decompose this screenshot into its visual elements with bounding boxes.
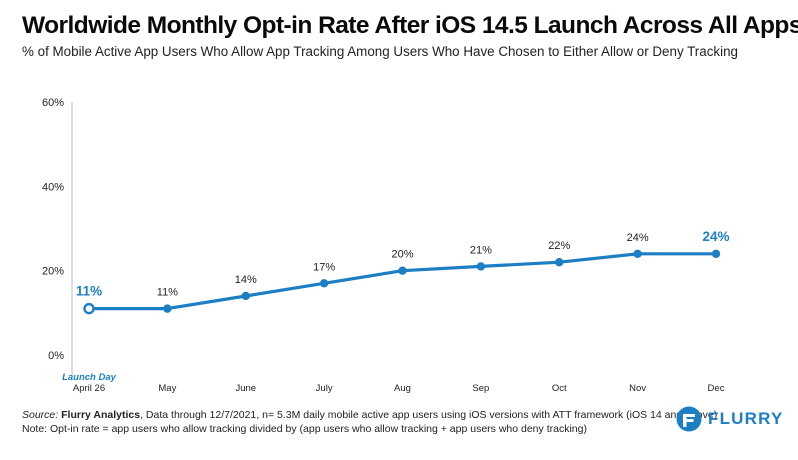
source-line: Source: Flurry Analytics, Data through 1… [22,409,717,423]
flurry-logo-icon [676,406,702,432]
data-label: 24% [627,232,649,244]
chart-footer: Source: Flurry Analytics, Data through 1… [22,409,717,436]
data-label: 20% [391,249,413,261]
data-point [555,258,564,267]
x-tick-label: July [316,383,333,394]
y-tick-label: 0% [48,350,64,362]
data-point [476,262,486,271]
x-tick-label: Aug [394,383,411,394]
y-tick-label: 60% [42,97,64,109]
line-chart: 0% 20% 40% 60% April 26 May June July Aug Sep Oct N… [42,97,730,394]
chart-subtitle: % of Mobile Active App Users Who Allow A… [22,44,738,59]
chart-title: Worldwide Monthly Opt-in Rate After iOS … [22,12,798,39]
x-tick-label: June [235,383,256,394]
data-point [83,302,95,315]
data-point [241,291,250,301]
x-tick-label: April 26 [73,383,105,394]
data-label: 21% [470,244,492,256]
x-tick-label: Nov [629,383,646,394]
data-point [398,266,407,275]
x-tick-label: Dec [708,383,725,394]
data-label: 11% [157,287,178,299]
data-label: 24% [702,229,729,244]
launch-day-label: Launch Day [62,372,117,383]
data-label: 17% [313,261,335,273]
data-point [633,249,642,258]
data-label: 14% [235,274,257,286]
data-point [319,279,329,288]
data-point [163,304,172,313]
series-line [87,252,718,311]
x-tick-label: Oct [552,383,567,394]
source-text: , Data through 12/7/2021, n= 5.3M daily … [140,409,718,421]
data-label: 11% [76,284,102,299]
x-tick-label: Sep [472,383,489,394]
logo-wordmark: FLURRY [708,409,784,428]
y-tick-label: 20% [42,266,64,278]
note-line: Note: Opt-in rate = app users who allow … [22,422,587,435]
source-label: Source: [22,409,59,421]
data-label: 22% [548,240,570,252]
source-name: Flurry Analytics [61,409,141,421]
y-tick-label: 40% [42,181,64,193]
flurry-logo: FLURRY [676,406,784,432]
data-point [711,249,721,258]
x-tick-label: May [158,383,176,394]
